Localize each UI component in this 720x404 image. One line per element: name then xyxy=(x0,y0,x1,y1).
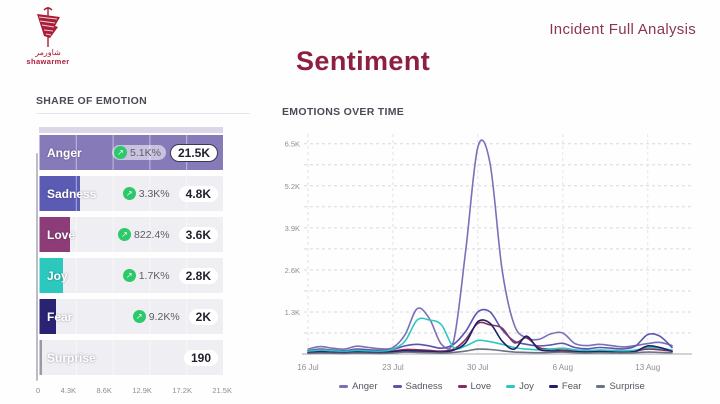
legend-swatch xyxy=(548,385,558,388)
legend-item-anger[interactable]: Anger xyxy=(339,381,378,392)
y-tick-label: 2.6K xyxy=(285,266,300,275)
legend-swatch xyxy=(339,385,349,388)
emotion-row-love[interactable]: Love ↗ 822.4% 3.6K xyxy=(39,217,223,252)
shawarma-skewer-icon xyxy=(37,7,60,47)
trend-up-arrow-icon: ↗ xyxy=(132,310,146,323)
emotion-rows: Anger ↗ 5.1K% 21.5K Sadness ↗ 3.3K% 4.8K Love ↗ 82… xyxy=(39,127,250,381)
emotions-over-time-panel: EMOTIONS OVER TIME 16 Jul 23 Jul 30 Jul 6 A… xyxy=(282,106,712,392)
scroll-peek-row xyxy=(39,127,223,133)
legend-item-joy[interactable]: Joy xyxy=(506,381,534,392)
share-panel-title: SHARE OF EMOTION xyxy=(36,95,147,107)
chart-legend: Anger Sadness Love Joy Fear Surprise xyxy=(282,381,702,392)
legend-label: Sadness xyxy=(405,381,443,392)
emotion-label: Anger xyxy=(47,145,82,160)
x-tick-label: 6 Aug xyxy=(553,363,573,372)
y-tick-label: 5.2K xyxy=(285,182,300,191)
legend-swatch xyxy=(596,385,606,388)
trend-up-arrow-icon: ↗ xyxy=(118,228,132,241)
bar-axis-tick: 4.3K xyxy=(60,386,77,395)
trend-up-arrow-icon: ↗ xyxy=(122,269,136,282)
report-title: Incident Full Analysis xyxy=(549,21,696,38)
change-percent: 5.1K% xyxy=(130,146,161,159)
series-line-surprise xyxy=(307,348,673,355)
share-of-emotion-panel: SHARE OF EMOTION Anger ↗ 5.1K% 21.5K Sadness… xyxy=(36,95,250,395)
series-line-anger xyxy=(307,139,673,350)
emotion-value: 190 xyxy=(183,349,218,366)
change-badge: ↗ 1.7K% xyxy=(121,268,175,283)
emotion-label: Sadness xyxy=(47,186,97,201)
legend-swatch xyxy=(506,385,516,388)
page-title: Sentiment xyxy=(296,46,431,76)
emotion-bar-sadness xyxy=(39,176,81,211)
series-line-love xyxy=(307,321,673,353)
emotion-value: 2.8K xyxy=(178,267,218,284)
line-chart-box: 16 Jul 23 Jul 30 Jul 6 Aug 13 Aug 1.3K 2.6K 3.9… xyxy=(282,122,712,385)
change-badge: ↗ 5.1K% xyxy=(112,145,166,160)
legend-swatch xyxy=(457,385,467,388)
emotion-label: Joy xyxy=(47,268,68,283)
change-percent: 9.2K% xyxy=(148,310,180,323)
emotions-line-chart: 16 Jul 23 Jul 30 Jul 6 Aug 13 Aug 1.3K 2.6K 3.9… xyxy=(285,134,692,372)
bar-axis-tick: 21.5K xyxy=(212,386,232,395)
emotion-label: Surprise xyxy=(47,350,96,365)
change-percent: 1.7K% xyxy=(138,269,170,282)
emotion-value: 3.6K xyxy=(178,226,218,243)
x-tick-label: 13 Aug xyxy=(635,363,660,372)
emotion-bar-love xyxy=(39,217,70,252)
x-tick-label: 30 Jul xyxy=(467,363,489,372)
brand-wordmark: shawarmer xyxy=(26,57,70,66)
bar-chart-axis-line xyxy=(36,153,38,381)
bar-axis-tick: 8.6K xyxy=(96,386,112,395)
trend-up-arrow-icon: ↗ xyxy=(122,187,136,200)
change-percent: 3.3K% xyxy=(138,187,170,200)
brand-arabic-text: شاورمر xyxy=(35,48,61,57)
legend-swatch xyxy=(392,385,402,388)
change-badge: ↗ 3.3K% xyxy=(121,186,175,201)
legend-item-surprise[interactable]: Surprise xyxy=(596,381,645,392)
panel-divider xyxy=(36,113,250,114)
bar-axis-tick: 0 xyxy=(36,386,41,395)
legend-label: Joy xyxy=(519,381,534,392)
emotion-bar-surprise xyxy=(39,340,42,375)
bar-axis-tick: 17.2K xyxy=(172,386,192,395)
bar-axis-labels: 0 4.3K 8.6K 12.9K 17.2K 21.5K xyxy=(36,386,232,395)
emotion-row-joy[interactable]: Joy ↗ 1.7K% 2.8K xyxy=(39,258,223,293)
brand-logo: شاورمر shawarmer xyxy=(18,6,78,66)
emotion-row-anger[interactable]: Anger ↗ 5.1K% 21.5K xyxy=(39,135,223,170)
emotion-value: 2K xyxy=(188,308,218,325)
emotion-row-surprise[interactable]: Surprise 190 xyxy=(39,340,223,375)
series-line-sadness xyxy=(307,308,673,352)
time-panel-title: EMOTIONS OVER TIME xyxy=(282,106,405,118)
emotion-label: Love xyxy=(47,227,76,242)
x-tick-label: 23 Jul xyxy=(382,363,404,372)
change-badge: ↗ 9.2K% xyxy=(131,309,185,324)
change-percent: 822.4% xyxy=(134,228,170,241)
emotion-value: 21.5K xyxy=(169,143,218,162)
emotion-row-sadness[interactable]: Sadness ↗ 3.3K% 4.8K xyxy=(39,176,223,211)
legend-item-love[interactable]: Love xyxy=(457,381,492,392)
x-tick-label: 16 Jul xyxy=(297,363,319,372)
emotion-label: Fear xyxy=(47,309,73,324)
legend-item-sadness[interactable]: Sadness xyxy=(392,381,443,392)
emotion-row-fear[interactable]: Fear ↗ 9.2K% 2K xyxy=(39,299,223,334)
legend-label: Fear xyxy=(561,381,582,392)
emotion-bar-fear xyxy=(39,299,57,334)
legend-label: Surprise xyxy=(609,381,645,392)
y-tick-label: 3.9K xyxy=(285,224,300,233)
change-badge: ↗ 822.4% xyxy=(116,227,175,242)
legend-label: Love xyxy=(470,381,492,392)
emotion-bar-joy xyxy=(39,258,63,293)
bar-axis-tick: 12.9K xyxy=(132,386,152,395)
series-line-joy xyxy=(307,317,673,353)
emotion-value: 4.8K xyxy=(178,185,218,202)
trend-up-arrow-icon: ↗ xyxy=(114,146,128,159)
legend-item-fear[interactable]: Fear xyxy=(548,381,582,392)
legend-label: Anger xyxy=(352,381,378,392)
y-tick-label: 6.5K xyxy=(285,140,300,149)
y-tick-label: 1.3K xyxy=(285,308,300,317)
